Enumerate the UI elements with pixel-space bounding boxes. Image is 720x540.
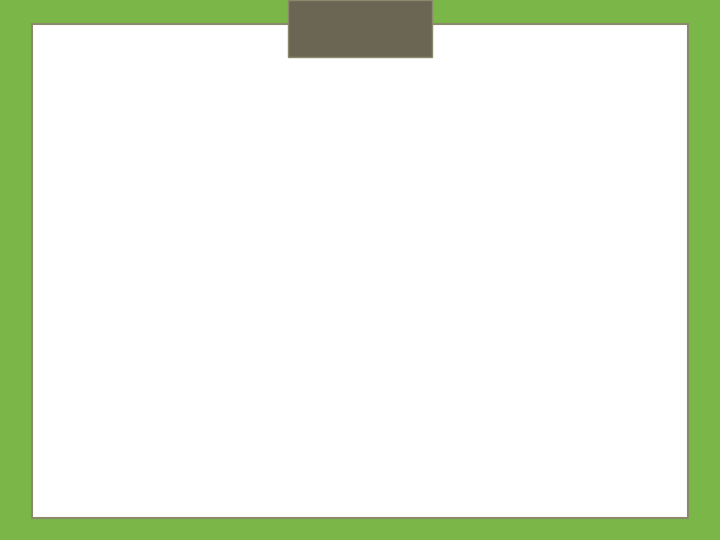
Polygon shape: [299, 244, 310, 266]
Circle shape: [254, 189, 276, 211]
Text: Both genes can mutate at: Both genes can mutate at: [407, 245, 642, 263]
Polygon shape: [348, 305, 358, 325]
Polygon shape: [310, 244, 321, 266]
Polygon shape: [338, 305, 348, 325]
Circle shape: [208, 305, 228, 325]
Text: Mutation isn’t this quick in real bacteria.: Mutation isn’t this quick in real bacter…: [88, 365, 482, 384]
Polygon shape: [310, 244, 321, 266]
Polygon shape: [299, 244, 310, 266]
Circle shape: [150, 305, 170, 325]
Polygon shape: [302, 305, 312, 325]
Polygon shape: [292, 305, 302, 325]
Circle shape: [45, 305, 65, 325]
Text: ∗: ∗: [385, 245, 406, 269]
Text: ∗: ∗: [385, 170, 406, 194]
Bar: [290, 237, 330, 273]
Circle shape: [164, 244, 186, 266]
Text: Many bacteria have more: Many bacteria have more: [407, 170, 638, 188]
Circle shape: [218, 305, 238, 325]
Bar: [37, 299, 138, 331]
Circle shape: [110, 305, 130, 325]
Circle shape: [214, 244, 236, 266]
Text: What does phase variation look like?: What does phase variation look like?: [38, 70, 574, 98]
Circle shape: [79, 244, 101, 266]
Circle shape: [45, 305, 65, 325]
Circle shape: [110, 305, 130, 325]
Text: the same time: the same time: [407, 267, 538, 285]
Text: ∗: ∗: [60, 365, 81, 389]
Text: than one phase variable: than one phase variable: [407, 192, 626, 210]
Circle shape: [184, 134, 206, 156]
Text: gene: gene: [407, 214, 452, 232]
Circle shape: [258, 305, 278, 325]
Circle shape: [119, 189, 141, 211]
